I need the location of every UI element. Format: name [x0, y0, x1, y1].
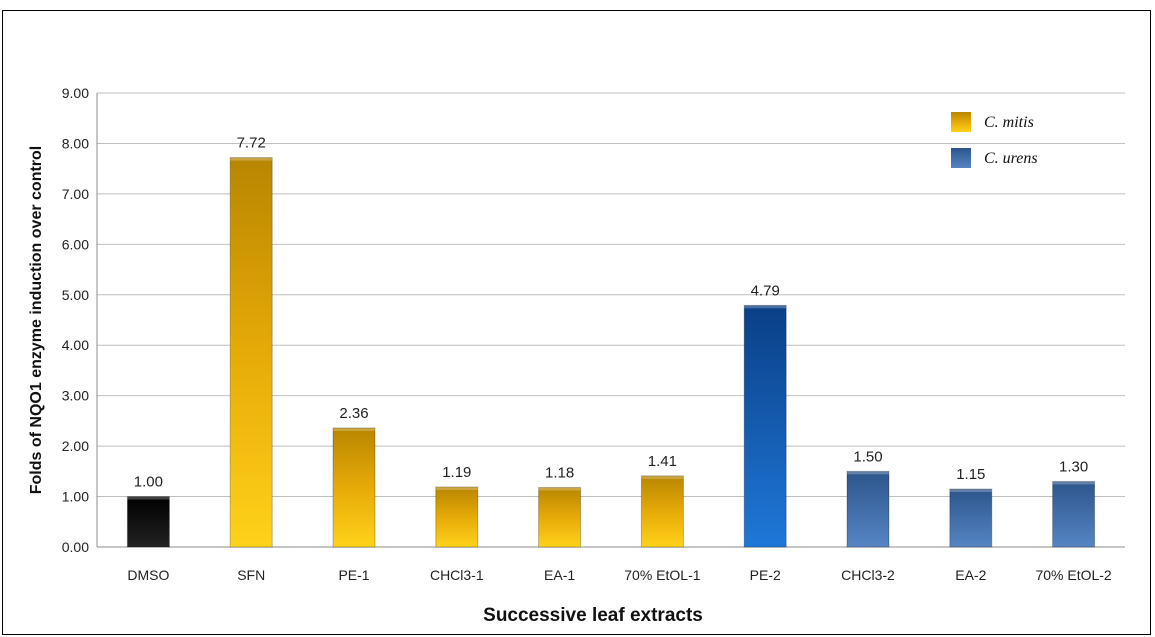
y-tick-label: 1.00	[62, 489, 89, 505]
x-tick-label: EA-1	[544, 567, 575, 583]
legend-swatch-mitis	[951, 112, 971, 132]
x-tick-label: CHCl3-1	[430, 567, 484, 583]
x-tick-label: 70% EtOL-2	[1035, 567, 1111, 583]
y-tick-labels: 0.00 1.00 2.00 3.00 4.00 5.00 6.00 7.00 8.00 9.00	[62, 85, 89, 555]
x-tick-label: EA-2	[955, 567, 986, 583]
x-tick-label: SFN	[237, 567, 265, 583]
y-tick-label: 3.00	[62, 388, 89, 404]
data-label: 1.30	[1059, 458, 1088, 475]
bar-ea-1	[538, 486, 582, 548]
data-label: 4.79	[751, 282, 780, 299]
data-label: 1.15	[956, 466, 985, 483]
bar-cap	[1052, 481, 1095, 485]
x-tick-label: PE-2	[750, 567, 781, 583]
legend-label-urens: C. urens	[984, 150, 1038, 167]
data-labels: 1.00 7.72 2.36 1.19 1.18 1.41 4.79 1.50 1.15 1.30	[134, 135, 1088, 491]
data-label: 7.72	[237, 135, 266, 152]
bar-sfn	[229, 157, 273, 548]
x-tick-label: CHCl3-2	[841, 567, 895, 583]
data-label: 1.19	[442, 464, 471, 481]
bar-70-etol-2	[1052, 480, 1096, 548]
bar-cap	[744, 305, 787, 309]
data-label: 1.00	[134, 474, 163, 491]
bar-cap	[230, 157, 273, 161]
legend: C. mitis C. urens	[951, 112, 1038, 168]
bar-cap	[435, 486, 478, 490]
y-tick-label: 9.00	[62, 85, 89, 101]
bar-pe-2	[743, 304, 787, 548]
y-tick-label: 6.00	[62, 236, 89, 252]
bar-70-etol-1	[640, 475, 684, 548]
bar-cap	[641, 475, 684, 479]
y-tick-label: 7.00	[62, 186, 89, 202]
bar-ea-2	[949, 488, 993, 548]
data-label: 1.50	[853, 448, 882, 465]
y-tick-label: 8.00	[62, 135, 89, 151]
y-tick-label: 2.00	[62, 438, 89, 454]
y-tick-label: 5.00	[62, 287, 89, 303]
legend-swatch-urens	[951, 148, 971, 168]
bar-cap	[333, 427, 375, 431]
x-tick-label: 70% EtOL-1	[624, 567, 700, 583]
legend-label-mitis: C. mitis	[984, 114, 1034, 131]
bar-cap	[949, 488, 992, 492]
data-label: 1.18	[545, 464, 574, 481]
bar-dmso	[126, 496, 170, 548]
x-axis-title: Successive leaf extracts	[483, 605, 703, 626]
data-label: 1.41	[648, 453, 677, 470]
y-tick-label: 4.00	[62, 337, 89, 353]
x-tick-label: DMSO	[127, 567, 169, 583]
x-tick-labels: DMSO SFN PE-1 CHCl3-1 EA-1 70% EtOL-1 PE-2 CHCl…	[127, 567, 1112, 583]
bar-chcl3-2	[846, 470, 890, 548]
x-tick-label: PE-1	[338, 567, 369, 583]
bar-pe-1	[332, 427, 376, 548]
bar-cap	[538, 487, 581, 491]
y-tick-label: 0.00	[62, 539, 89, 555]
bars	[126, 157, 1096, 548]
bar-chcl3-1	[435, 486, 479, 548]
y-axis-title: Folds of NQO1 enzyme induction over cont…	[28, 146, 45, 494]
data-label: 2.36	[339, 405, 368, 422]
bar-cap	[127, 496, 170, 500]
bar-cap	[847, 471, 889, 475]
